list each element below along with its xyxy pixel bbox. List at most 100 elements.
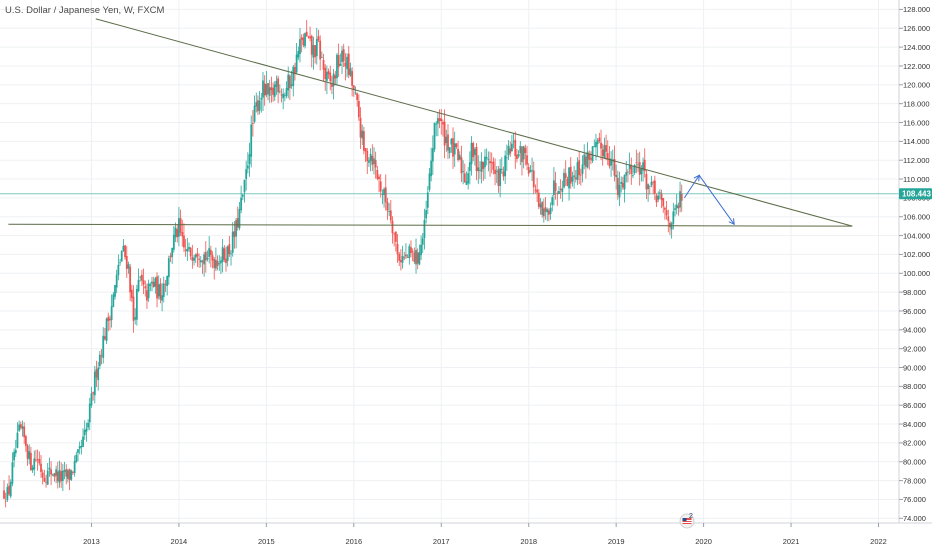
candle-body bbox=[504, 155, 507, 177]
candle-body bbox=[162, 283, 165, 297]
candle-body bbox=[542, 208, 545, 217]
support-line[interactable] bbox=[8, 223, 853, 227]
candle-body bbox=[251, 123, 254, 124]
candle-body bbox=[33, 458, 36, 470]
candle-body bbox=[238, 208, 241, 229]
x-axis[interactable]: 2013 2014 2015 2016 2017 2018 2019 2020 2021 2022 bbox=[83, 523, 887, 546]
candle-body bbox=[650, 181, 653, 186]
candle-body bbox=[593, 145, 596, 147]
candle-body bbox=[630, 166, 633, 174]
candle-body bbox=[521, 146, 523, 163]
candle-body bbox=[378, 176, 380, 180]
candle-body bbox=[448, 147, 451, 154]
candle-body bbox=[178, 218, 180, 237]
candle-body bbox=[403, 257, 406, 259]
chart-title: U.S. Dollar / Japanese Yen, W, FXCM bbox=[5, 5, 165, 16]
candle-body bbox=[507, 145, 510, 156]
candle-body bbox=[514, 139, 517, 157]
y-tick-label: 106.000 bbox=[903, 213, 930, 222]
candle-body bbox=[675, 204, 678, 209]
candle-body bbox=[601, 149, 604, 156]
candle-body bbox=[583, 154, 586, 165]
y-tick-label: 128.000 bbox=[903, 5, 930, 14]
event-badge[interactable]: 2 bbox=[679, 513, 695, 529]
y-tick-label: 86.000 bbox=[903, 401, 926, 410]
candle-body bbox=[129, 266, 132, 293]
candle-body bbox=[223, 248, 226, 260]
candle-body bbox=[233, 231, 236, 237]
candle-body bbox=[463, 173, 466, 183]
candle-body bbox=[262, 80, 264, 98]
candle-body bbox=[605, 145, 607, 152]
candle-body bbox=[526, 155, 528, 165]
upper-trendline[interactable] bbox=[95, 18, 853, 227]
y-tick-label: 102.000 bbox=[903, 250, 930, 259]
candle-body bbox=[346, 56, 348, 70]
candle-body bbox=[120, 250, 123, 262]
candle-body bbox=[297, 51, 300, 58]
candle-body bbox=[295, 54, 298, 73]
candle-body bbox=[88, 403, 91, 423]
candle-body bbox=[430, 160, 433, 177]
candle-body bbox=[102, 335, 105, 358]
candle-body bbox=[458, 154, 461, 160]
candle-body bbox=[156, 276, 158, 299]
candle-body bbox=[236, 218, 239, 228]
candle-body bbox=[443, 121, 446, 146]
candle-body bbox=[265, 84, 268, 96]
candle-body bbox=[14, 449, 17, 454]
candle-body bbox=[547, 210, 550, 215]
y-tick-label: 120.000 bbox=[903, 81, 930, 90]
drawings[interactable] bbox=[8, 18, 853, 227]
y-tick-label: 74.000 bbox=[903, 514, 926, 523]
candle-body bbox=[179, 218, 182, 233]
candle-body bbox=[151, 281, 153, 284]
candle-body bbox=[78, 446, 81, 449]
candle-body bbox=[637, 164, 639, 166]
candle-body bbox=[334, 75, 337, 79]
candle-body bbox=[231, 231, 234, 253]
candle-body bbox=[181, 232, 184, 237]
candle-body bbox=[553, 180, 555, 195]
candle-body bbox=[304, 33, 306, 47]
candle-body bbox=[428, 173, 431, 190]
candle-body bbox=[46, 470, 49, 485]
x-tick-label: 2017 bbox=[433, 537, 450, 546]
candle-body bbox=[16, 432, 19, 448]
y-tick-label: 124.000 bbox=[903, 43, 930, 52]
candle-body bbox=[65, 469, 68, 477]
candle-body bbox=[125, 255, 128, 269]
candle-body bbox=[85, 428, 88, 432]
candle-body bbox=[83, 430, 86, 436]
candle-body bbox=[635, 162, 638, 164]
candle-body bbox=[569, 166, 572, 184]
candle-body bbox=[366, 150, 369, 162]
candle-body bbox=[534, 189, 537, 191]
candle-body bbox=[643, 159, 646, 172]
candle-body bbox=[149, 284, 152, 286]
candle-body bbox=[329, 72, 332, 82]
y-tick-label: 114.000 bbox=[903, 137, 930, 146]
candle-body bbox=[327, 71, 330, 75]
candle-body bbox=[450, 138, 453, 145]
candle-body bbox=[590, 158, 592, 160]
candle-body bbox=[584, 156, 587, 167]
candle-body bbox=[142, 280, 145, 285]
candle-body bbox=[294, 66, 296, 74]
x-tick-label: 2021 bbox=[783, 537, 800, 546]
candle-body bbox=[489, 161, 491, 164]
candle-body bbox=[571, 176, 574, 182]
candle-body bbox=[576, 162, 579, 180]
candle-body bbox=[549, 207, 552, 214]
candle-body bbox=[510, 143, 513, 152]
candle-body bbox=[183, 235, 185, 248]
candle-body bbox=[257, 100, 259, 112]
candle-body bbox=[499, 168, 502, 186]
candle-body bbox=[482, 161, 485, 169]
candle-body bbox=[204, 251, 207, 261]
candle-body bbox=[393, 233, 396, 235]
candle-body bbox=[53, 473, 56, 477]
x-tick-label: 2018 bbox=[520, 537, 537, 546]
candle-body bbox=[82, 436, 84, 447]
